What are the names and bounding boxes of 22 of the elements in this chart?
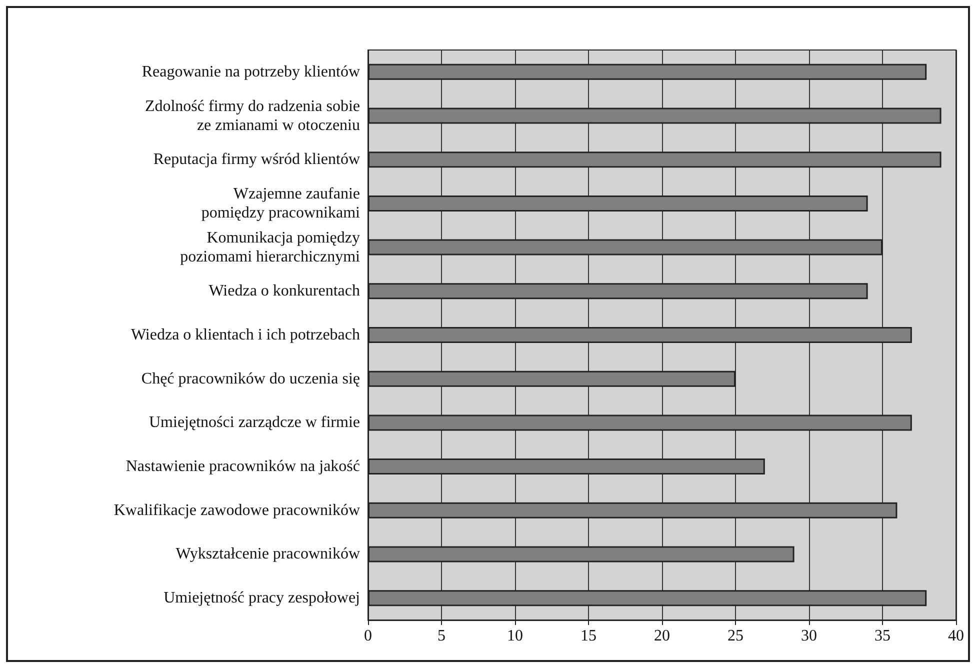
y-tick-label: Wiedza o konkurentach	[208, 282, 360, 300]
x-tick-label: 5	[438, 628, 446, 644]
x-tick-label: 30	[801, 628, 817, 644]
y-tick-label: Nastawienie pracowników na jakość	[126, 458, 360, 476]
y-tick-label: Wykształcenie pracowników	[176, 546, 360, 563]
y-tick-label: Reputacja firmy wśród klientów	[153, 151, 360, 168]
y-tick-label: Chęć pracowników do uczenia się	[141, 370, 360, 388]
y-tick-label: Zdolność firmy do radzenia sobie ze zmianami w otoczeniu	[144, 98, 360, 134]
x-tick-label: 35	[874, 628, 890, 644]
y-tick-label: Umiejętność pracy zespołowej	[164, 590, 360, 607]
x-tick-label: 40	[948, 628, 964, 644]
y-tick-label: Wzajemne zaufanie pomiędzy pracownikami	[201, 185, 361, 222]
y-tick-label: Komunikacja pomiędzy poziomami hierarchicznymi	[180, 229, 361, 266]
y-tick-label: Reagowanie na potrzeby klientów	[142, 63, 360, 80]
x-tick-label: 20	[654, 628, 670, 644]
x-tick-label: 15	[580, 628, 596, 644]
y-tick-label: Kwalifikacje zawodowe pracowników	[114, 502, 360, 519]
x-tick-label: 10	[507, 628, 523, 644]
y-tick-label: Umiejętności zarządcze w firmie	[149, 414, 360, 432]
x-tick-label: 0	[364, 628, 372, 644]
x-tick-label: 25	[728, 628, 744, 644]
y-tick-label: Wiedza o klientach i ich potrzebach	[130, 326, 360, 344]
